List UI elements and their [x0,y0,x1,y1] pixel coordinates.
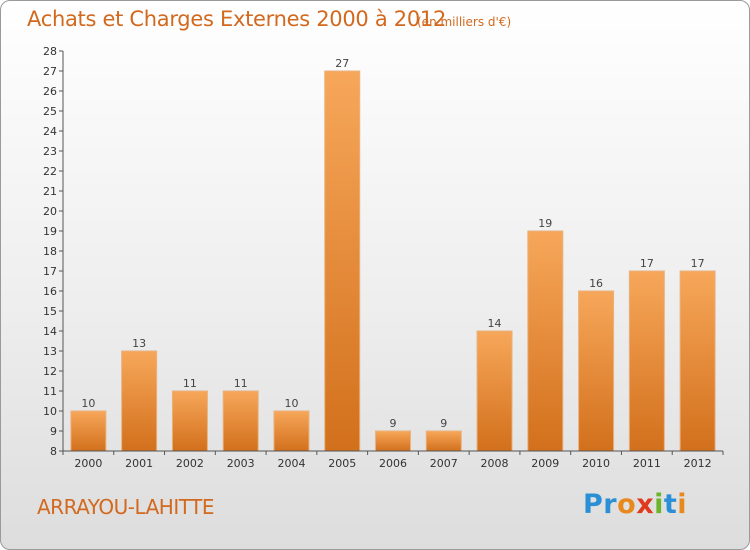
data-label: 27 [335,57,349,70]
x-tick-label: 2008 [481,457,509,470]
data-label: 10 [81,397,95,410]
y-tick-label: 19 [43,225,57,238]
x-tick-label: 2011 [633,457,661,470]
data-label: 17 [691,257,705,270]
logo-letter: i [654,489,664,520]
y-tick-label: 26 [43,85,57,98]
y-tick-label: 12 [43,365,57,378]
y-tick-label: 9 [50,425,57,438]
y-tick-label: 21 [43,185,57,198]
data-label: 10 [284,397,298,410]
bar [375,430,411,452]
bar [476,330,513,452]
y-tick-label: 23 [43,145,57,158]
y-tick-label: 15 [43,305,57,318]
y-tick-label: 22 [43,165,57,178]
logo-letter: o [617,489,637,520]
bar [171,390,208,452]
x-tick-label: 2002 [176,457,204,470]
data-label: 16 [589,277,603,290]
municipality-name: ARRAYOU-LAHITTE [37,495,214,519]
y-tick-label: 11 [43,385,57,398]
x-tick-label: 2003 [227,457,255,470]
data-label: 14 [488,317,502,330]
logo-letter: t [663,489,678,520]
data-label: 19 [538,217,552,230]
y-tick-label: 17 [43,265,57,278]
bar [578,290,615,452]
y-tick-label: 18 [43,245,57,258]
bar [70,410,107,452]
bar [527,230,564,452]
data-label: 9 [390,417,397,430]
y-tick-label: 14 [43,325,57,338]
y-tick-label: 8 [50,445,57,458]
bar [628,270,665,452]
x-tick-label: 2000 [74,457,102,470]
y-tick-label: 27 [43,65,57,78]
y-tick-label: 24 [43,125,57,138]
proxiti-logo: Proxiti [583,489,687,520]
data-label: 11 [234,377,248,390]
y-tick-label: 25 [43,105,57,118]
x-tick-label: 2007 [430,457,458,470]
x-tick-label: 2006 [379,457,407,470]
bar [425,430,462,452]
x-tick-label: 2005 [328,457,356,470]
y-tick-label: 10 [43,405,57,418]
bar [121,350,158,452]
bar [679,270,716,452]
data-label: 13 [132,337,146,350]
bar [324,70,361,452]
bar [273,410,310,452]
chart-subtitle: (en milliers d'€) [417,15,512,29]
x-tick-label: 2001 [125,457,153,470]
data-label: 17 [640,257,654,270]
y-tick-label: 28 [43,45,57,58]
logo-letter: x [636,489,655,520]
logo-letter: P [583,489,604,520]
y-tick-label: 20 [43,205,57,218]
x-tick-label: 2009 [531,457,559,470]
logo-letter: i [677,489,688,520]
bar [222,390,259,452]
x-tick-label: 2012 [684,457,712,470]
data-label: 11 [183,377,197,390]
x-tick-label: 2010 [582,457,610,470]
logo-letter: r [603,489,618,520]
y-tick-label: 16 [43,285,57,298]
x-tick-label: 2004 [277,457,305,470]
chart-title: Achats et Charges Externes 2000 à 2012 [27,7,447,31]
y-tick-label: 13 [43,345,57,358]
data-label: 9 [440,417,447,430]
